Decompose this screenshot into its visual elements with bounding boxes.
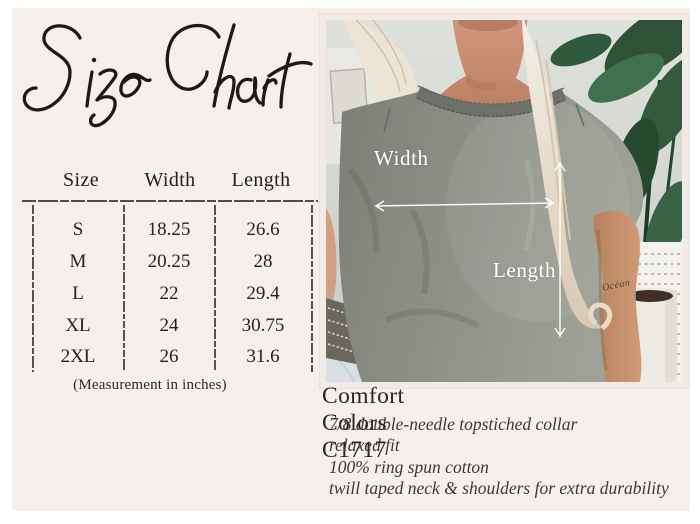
cell-length: 31.6: [246, 346, 280, 367]
product-name: Comfort Colors C1717: [322, 383, 405, 463]
length-arrow-label: Length: [493, 258, 557, 282]
width-arrow-label: Width: [374, 146, 429, 170]
measurement-arrows: [374, 161, 566, 338]
cell-width: 24: [159, 315, 179, 336]
cell-width: 26: [159, 346, 179, 367]
table-gridlines: [22, 200, 318, 372]
cell-length: 29.4: [246, 283, 280, 304]
photo-illustration: [326, 20, 682, 382]
script-title-strokes: [22, 23, 313, 128]
cell-size: S: [72, 219, 84, 240]
cell-size: M: [69, 251, 87, 272]
cell-width: 22: [159, 283, 179, 304]
cell-size: XL: [65, 315, 91, 336]
cell-length: 30.75: [241, 315, 285, 336]
feature-line: twill taped neck & shoulders for extra d…: [329, 478, 669, 499]
col-header-length: Length: [231, 169, 291, 191]
cell-size: 2XL: [60, 346, 96, 367]
col-header-width: Width: [144, 169, 196, 191]
measurement-note: (Measurement in inches): [73, 377, 227, 393]
model-photo-frame: Width Length Océan: [319, 13, 689, 389]
size-chart-script-title: Size Chart: [14, 20, 316, 156]
model-photo: Width Length Océan: [326, 20, 682, 382]
cell-length: 28: [253, 251, 273, 272]
cell-width: 18.25: [147, 219, 191, 240]
cell-size: L: [72, 283, 84, 304]
feature-line: 7/8 double-needle topstiched collar: [329, 414, 578, 434]
col-header-size: Size: [62, 169, 100, 191]
cell-width: 20.25: [147, 251, 191, 272]
feature-line: relaxed fit: [329, 435, 400, 456]
product-features: 7/8 double-needle topstiched collar rela…: [329, 414, 669, 500]
feature-line: 100% ring spun cotton: [329, 456, 489, 477]
cell-length: 26.6: [246, 219, 280, 240]
